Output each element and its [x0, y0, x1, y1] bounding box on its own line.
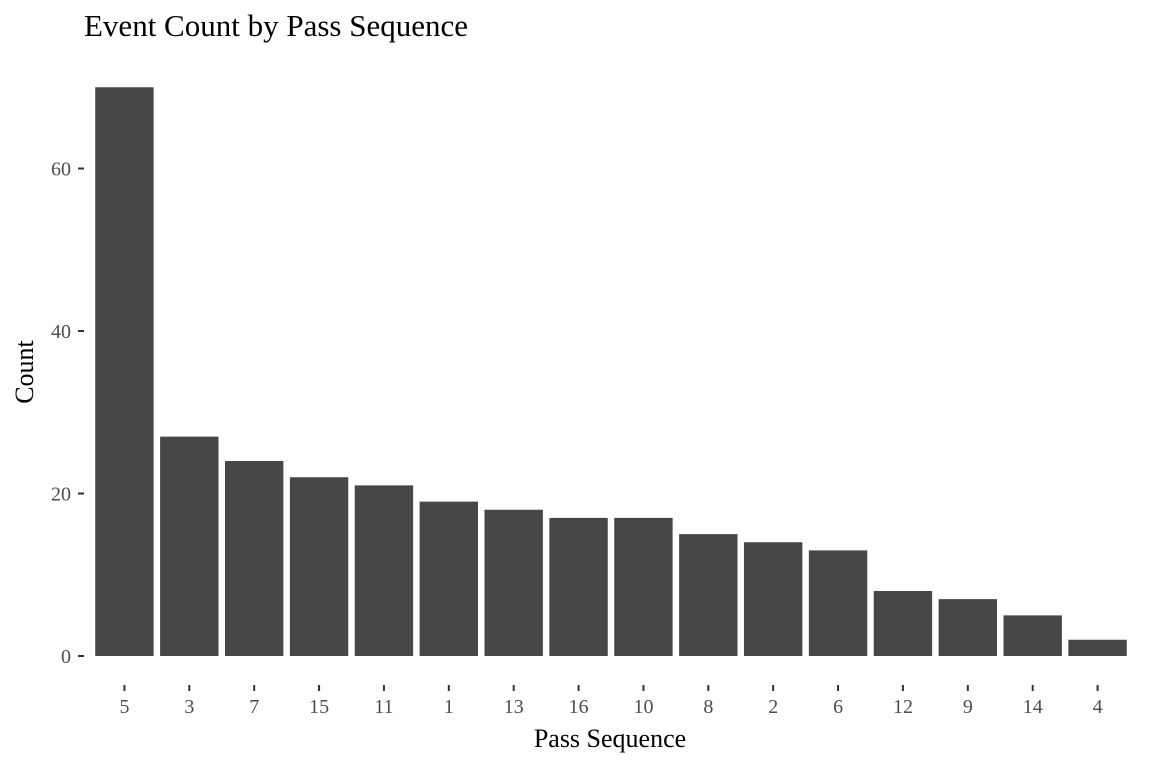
- y-axis: 0 20 40 60: [51, 159, 84, 668]
- chart-title: Event Count by Pass Sequence: [84, 8, 469, 43]
- bar-13: [484, 509, 543, 656]
- x-axis-title: Pass Sequence: [534, 724, 686, 753]
- y-tick-label-60: 60: [51, 159, 71, 181]
- bar-4: [1068, 639, 1127, 656]
- x-tick-label-1: 1: [444, 696, 454, 718]
- x-tick-label-16: 16: [569, 696, 589, 718]
- bars-group: [95, 87, 1127, 657]
- y-tick-label-20: 20: [51, 484, 71, 506]
- bar-2: [743, 542, 803, 656]
- x-tick-label-10: 10: [633, 696, 653, 718]
- bar-9: [938, 599, 998, 657]
- bar-12: [873, 591, 933, 656]
- bar-11: [354, 485, 414, 657]
- x-tick-label-15: 15: [309, 696, 329, 718]
- x-tick-label-12: 12: [893, 696, 913, 718]
- bar-8: [679, 534, 738, 657]
- x-tick-label-6: 6: [833, 696, 843, 718]
- bar-3: [160, 436, 219, 657]
- bar-7: [224, 461, 284, 656]
- y-tick-label-40: 40: [51, 321, 71, 343]
- x-axis: 5 3 7 15 11 1 13 16 10 8 2 6 12 9 14 4: [119, 685, 1103, 718]
- x-tick-label-7: 7: [249, 696, 259, 718]
- x-tick-label-4: 4: [1093, 696, 1103, 718]
- x-tick-label-9: 9: [963, 696, 973, 718]
- y-tick-label-0: 0: [61, 646, 71, 668]
- x-tick-label-14: 14: [1023, 696, 1043, 718]
- bar-10: [614, 517, 673, 657]
- bar-14: [1003, 615, 1062, 657]
- bar-5: [95, 87, 154, 656]
- x-tick-label-11: 11: [374, 696, 393, 718]
- y-axis-title: Count: [10, 339, 39, 403]
- x-tick-label-2: 2: [768, 696, 778, 718]
- x-tick-label-13: 13: [504, 696, 524, 718]
- bar-1: [419, 501, 479, 657]
- bar-15: [289, 477, 349, 656]
- bar-6: [808, 550, 868, 657]
- x-tick-label-3: 3: [184, 696, 194, 718]
- x-tick-label-8: 8: [703, 696, 713, 718]
- bar-16: [549, 517, 608, 657]
- x-tick-label-5: 5: [119, 696, 129, 718]
